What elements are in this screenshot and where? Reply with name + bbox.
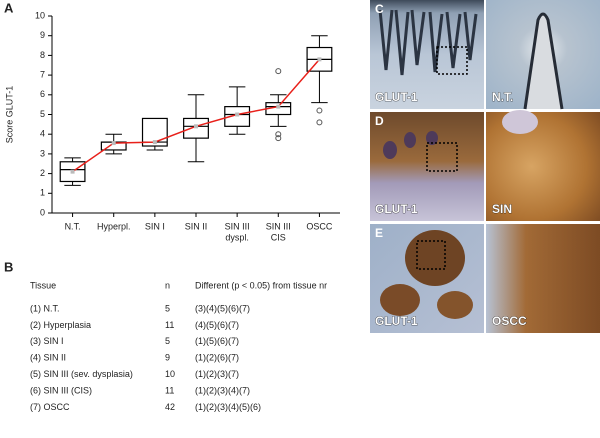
table-cell: 11 <box>165 320 174 330</box>
table-cell: (5) SIN III (sev. dysplasia) <box>30 369 133 379</box>
y-tick-label: 5 <box>40 109 45 119</box>
micrograph-label: GLUT-1 <box>375 90 418 104</box>
zoom-box <box>426 142 458 172</box>
outlier <box>275 131 282 138</box>
micrograph-row <box>370 224 600 333</box>
y-axis-label: Score GLUT-1 <box>4 86 14 144</box>
table-cell: 9 <box>165 353 170 363</box>
table-cell: (3) SIN I <box>30 336 64 346</box>
micrograph-letter: E <box>375 226 383 240</box>
micrograph-row <box>370 0 600 110</box>
y-tick-label: 2 <box>40 168 45 178</box>
table-cell: (1)(2)(6)(7) <box>195 353 239 363</box>
y-tick-label: 6 <box>40 89 45 99</box>
table-cell: (1) N.T. <box>30 303 60 313</box>
table-cell: 10 <box>165 369 175 379</box>
tissue-spot <box>502 110 538 134</box>
tumor-island <box>437 291 473 319</box>
panel-label: B <box>4 259 13 274</box>
table-cell: (7) OSCC <box>30 402 70 412</box>
x-tick-label: SIN III <box>225 221 250 231</box>
micrograph-row <box>370 110 600 221</box>
table-header: Tissue <box>30 280 56 290</box>
tissue-ridges <box>378 9 478 76</box>
y-tick-label: 3 <box>40 148 45 158</box>
table-cell: (6) SIN III (CIS) <box>30 385 92 395</box>
x-tick-label: SIN II <box>185 221 208 231</box>
table-cell: (1)(2)(3)(4)(7) <box>195 385 250 395</box>
micrograph <box>486 224 600 333</box>
y-tick-label: 8 <box>40 50 45 60</box>
table-cell: (1)(2)(3)(4)(5)(6) <box>195 402 261 412</box>
mean-marker <box>317 57 322 62</box>
zoom-box <box>416 240 446 270</box>
x-tick-label: CIS <box>271 232 286 242</box>
x-tick-label: N.T. <box>65 221 81 231</box>
y-tick-label: 10 <box>35 10 45 20</box>
zoom-box <box>436 46 468 75</box>
mean-marker <box>152 140 157 145</box>
x-tick-label: SIN I <box>145 221 165 231</box>
y-tick-label: 9 <box>40 30 45 40</box>
table-cell: 42 <box>165 402 175 412</box>
micrograph-letter: C <box>375 2 384 16</box>
table-header: Different (p < 0.05) from tissue nr <box>195 280 327 290</box>
micrograph-label: SIN <box>492 202 512 216</box>
y-tick-label: 4 <box>40 129 45 139</box>
table-cell: (2) Hyperplasia <box>30 320 91 330</box>
tissue-ridge <box>523 12 564 110</box>
tumor-island <box>380 284 420 316</box>
panel-label: A <box>4 0 14 15</box>
micrograph <box>486 112 600 221</box>
table-cell: (4) SIN II <box>30 353 66 363</box>
tissue-spot <box>426 131 438 145</box>
table-cell: 5 <box>165 303 170 313</box>
x-tick-label: dyspl. <box>225 232 249 242</box>
outlier <box>275 68 282 75</box>
micrograph-label: GLUT-1 <box>375 202 418 216</box>
tumor-island <box>405 230 465 286</box>
y-tick-label: 1 <box>40 188 45 198</box>
outlier <box>316 107 323 114</box>
x-tick-label: SIN III <box>266 221 291 231</box>
table-cell: (1)(5)(6)(7) <box>195 336 239 346</box>
micrograph-letter: D <box>375 114 384 128</box>
x-tick-label: OSCC <box>306 221 333 231</box>
table-cell: 5 <box>165 336 170 346</box>
outlier <box>275 135 282 142</box>
micrograph-label: OSCC <box>492 314 527 328</box>
tissue-spot <box>383 141 397 159</box>
table-cell: 11 <box>165 385 174 395</box>
tissue-spot <box>404 132 416 148</box>
mean-marker <box>70 169 75 174</box>
mean-marker <box>276 104 281 109</box>
table-cell: (1)(2)(3)(7) <box>195 369 239 379</box>
outlier <box>316 119 323 126</box>
y-tick-label: 0 <box>40 207 45 217</box>
mean-marker <box>194 124 198 129</box>
y-tick-label: 7 <box>40 69 45 79</box>
table-cell: (4)(5)(6)(7) <box>195 320 239 330</box>
micrograph-label: N.T. <box>492 90 513 104</box>
table-cell: (3)(4)(5)(6)(7) <box>195 303 250 313</box>
micrograph-label: GLUT-1 <box>375 314 418 328</box>
mean-marker <box>111 141 116 146</box>
x-tick-label: Hyperpl. <box>97 221 131 231</box>
mean-marker <box>235 112 240 117</box>
table-header: n <box>165 280 170 290</box>
